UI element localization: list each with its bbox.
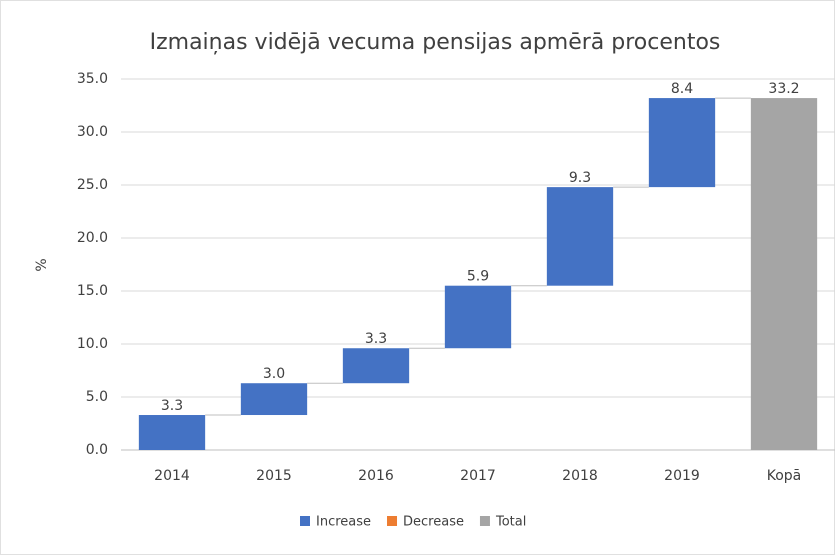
y-tick-label: 35.0 xyxy=(77,71,108,87)
data-label: 3.0 xyxy=(263,366,285,382)
bar xyxy=(342,348,410,384)
y-axis-title: % xyxy=(34,258,50,271)
bar xyxy=(138,415,206,450)
data-label: 5.9 xyxy=(467,269,489,285)
x-tick-label: 2015 xyxy=(256,468,292,484)
bar xyxy=(648,98,716,188)
data-label: 9.3 xyxy=(569,170,591,186)
x-tick-label: 2019 xyxy=(664,468,700,484)
y-tick-label: 15.0 xyxy=(77,283,108,299)
x-tick-label: 2017 xyxy=(460,468,496,484)
y-tick-label: 10.0 xyxy=(77,336,108,352)
legend-label: Total xyxy=(495,515,526,530)
legend-swatch xyxy=(300,516,310,526)
y-tick-label: 5.0 xyxy=(86,389,108,405)
y-tick-label: 30.0 xyxy=(77,124,108,140)
y-tick-label: 25.0 xyxy=(77,177,108,193)
bar xyxy=(750,98,818,450)
legend-label: Decrease xyxy=(403,515,464,530)
chart-title: Izmaiņas vidējā vecuma pensijas apmērā p… xyxy=(150,30,721,55)
legend-swatch xyxy=(479,516,490,526)
data-label: 3.3 xyxy=(161,398,183,414)
bar xyxy=(240,383,308,416)
data-label: 8.4 xyxy=(671,81,693,97)
legend-swatch xyxy=(387,516,398,526)
bar xyxy=(444,285,512,349)
bar xyxy=(546,187,614,286)
x-tick-label: 2016 xyxy=(358,468,394,484)
y-tick-label: 0.0 xyxy=(86,442,108,458)
data-label: 33.2 xyxy=(768,81,799,97)
legend-label: Increase xyxy=(316,515,371,530)
y-tick-label: 20.0 xyxy=(77,230,108,246)
data-label: 3.3 xyxy=(365,331,387,347)
x-tick-label: 2018 xyxy=(562,468,598,484)
x-tick-label: Kopā xyxy=(767,468,802,484)
x-tick-label: 2014 xyxy=(154,468,190,484)
